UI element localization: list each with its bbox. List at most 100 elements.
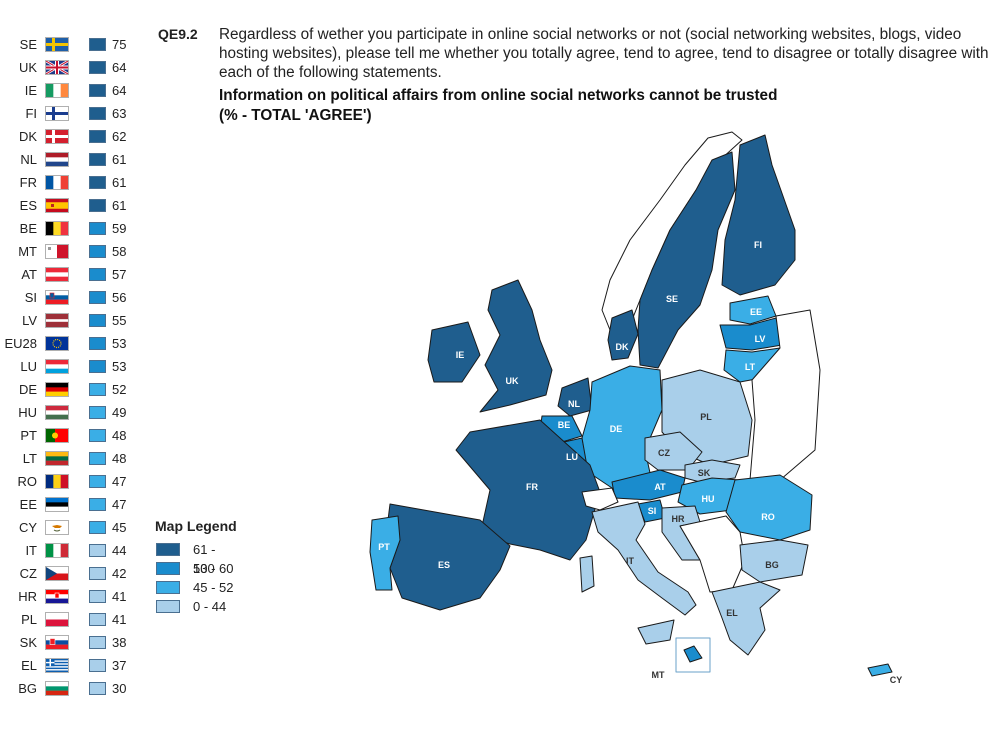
value-band-swatch	[89, 521, 106, 534]
country-shape-se	[637, 151, 736, 369]
it-flag	[45, 543, 69, 558]
value-band-swatch	[89, 613, 106, 626]
country-value: 64	[112, 83, 127, 98]
value-band-swatch	[89, 199, 106, 212]
country-code: PL	[21, 612, 37, 627]
de-flag	[45, 382, 69, 397]
map-label-fr: FR	[526, 482, 538, 492]
country-shape-ch	[581, 487, 619, 511]
map-legend: Map Legend 61 - 100 53 - 60 45 - 52 0 - 44	[155, 518, 237, 616]
map-label-es: ES	[438, 560, 450, 570]
value-band-swatch	[89, 452, 106, 465]
value-band-swatch	[89, 383, 106, 396]
country-row: BE 59	[0, 217, 140, 240]
lt-flag	[45, 451, 69, 466]
country-value: 62	[112, 129, 127, 144]
country-row: UK 64	[0, 56, 140, 79]
country-code: EL	[21, 658, 37, 673]
country-value: 64	[112, 60, 127, 75]
legend-swatch	[156, 581, 180, 594]
country-row: EL 37	[0, 654, 140, 677]
legend-item: 61 - 100	[155, 540, 237, 576]
se-flag	[45, 37, 69, 52]
pl-flag	[45, 612, 69, 627]
map-label-fi: FI	[754, 240, 762, 250]
country-value: 75	[112, 37, 127, 52]
country-row: CZ 42	[0, 562, 140, 585]
country-row: PT 48	[0, 424, 140, 447]
value-band-swatch	[89, 682, 106, 695]
country-shape-bg	[739, 539, 809, 583]
country-code: BG	[18, 681, 37, 696]
question-code: QE9.2	[158, 26, 198, 42]
country-shape-fr	[455, 419, 601, 561]
country-shape-it-sicily	[637, 619, 675, 645]
country-code: LV	[22, 313, 37, 328]
country-value: 49	[112, 405, 127, 420]
value-band-swatch	[89, 84, 106, 97]
country-row: BG 30	[0, 677, 140, 700]
value-band-swatch	[89, 429, 106, 442]
fr-flag	[45, 175, 69, 190]
legend-item: 45 - 52	[155, 578, 237, 597]
measure-subtitle: (% - TOTAL 'AGREE')	[219, 107, 372, 124]
map-label-dk: DK	[616, 342, 629, 352]
country-shape-ie	[427, 321, 481, 383]
country-value: 61	[112, 198, 127, 213]
map-label-lt: LT	[745, 362, 756, 372]
country-row: DE 52	[0, 378, 140, 401]
country-row: HU 49	[0, 401, 140, 424]
country-row: RO 47	[0, 470, 140, 493]
map-label-el: EL	[726, 608, 738, 618]
country-row: FR 61	[0, 171, 140, 194]
fi-flag	[45, 106, 69, 121]
statement-title: Information on political affairs from on…	[219, 87, 778, 104]
country-code: ES	[19, 198, 37, 213]
hr-flag	[45, 589, 69, 604]
value-band-swatch	[89, 176, 106, 189]
country-value: 63	[112, 106, 127, 121]
ro-flag	[45, 474, 69, 489]
cy-flag	[45, 520, 69, 535]
country-value: 47	[112, 474, 127, 489]
country-row: ES 61	[0, 194, 140, 217]
country-row: IT 44	[0, 539, 140, 562]
country-value: 38	[112, 635, 127, 650]
country-shape-fi	[721, 134, 796, 296]
lv-flag	[45, 313, 69, 328]
country-code: HU	[18, 405, 37, 420]
legend-swatch	[156, 600, 180, 613]
value-band-swatch	[89, 222, 106, 235]
country-row: EE 47	[0, 493, 140, 516]
country-shape-cy	[867, 663, 893, 677]
country-row: NL 61	[0, 148, 140, 171]
value-band-swatch	[89, 38, 106, 51]
country-code: CZ	[19, 566, 37, 581]
value-band-swatch	[89, 268, 106, 281]
map-label-se: SE	[666, 294, 678, 304]
map-label-pt: PT	[378, 542, 390, 552]
country-code: RO	[17, 474, 38, 489]
map-label-de: DE	[610, 424, 623, 434]
value-band-swatch	[89, 337, 106, 350]
country-row: HR 41	[0, 585, 140, 608]
country-row: MT 58	[0, 240, 140, 263]
country-shape-it-sardinia	[579, 555, 595, 593]
map-label-at: AT	[654, 482, 666, 492]
country-code: SI	[24, 290, 37, 305]
value-band-swatch	[89, 475, 106, 488]
value-band-swatch	[89, 107, 106, 120]
legend-label: 53 - 60	[193, 561, 234, 576]
value-band-swatch	[89, 498, 106, 511]
map-label-si: SI	[648, 506, 657, 516]
country-row: LT 48	[0, 447, 140, 470]
map-label-cy: CY	[890, 675, 903, 685]
legend-label: 45 - 52	[193, 580, 234, 595]
eu-flag	[45, 336, 69, 351]
country-row: LU 53	[0, 355, 140, 378]
country-value: 57	[112, 267, 127, 282]
value-band-swatch	[89, 360, 106, 373]
country-row: EU28 53	[0, 332, 140, 355]
value-band-swatch	[89, 590, 106, 603]
map-label-lu: LU	[566, 452, 578, 462]
